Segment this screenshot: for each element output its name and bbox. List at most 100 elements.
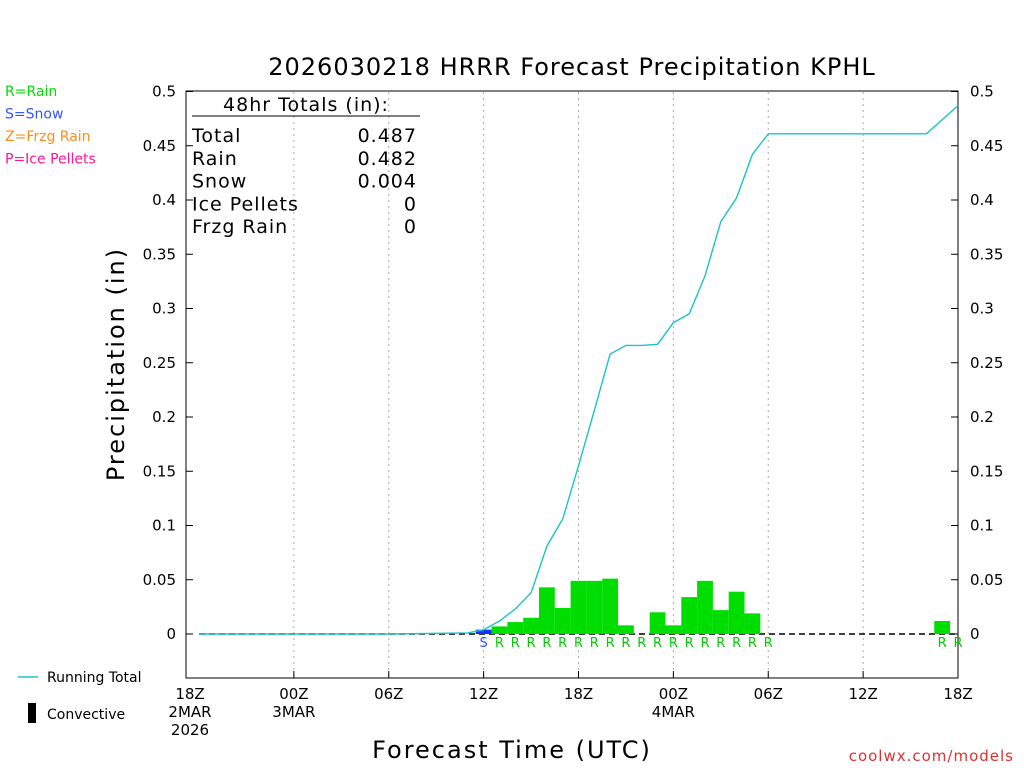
precip-bar — [554, 607, 571, 634]
precip-bar — [586, 580, 603, 634]
precip-type-label: R — [637, 636, 646, 651]
source-credit: coolwx.com/models — [849, 747, 1014, 765]
y-tick-label: 0.15 — [970, 462, 1003, 480]
running-total-line — [199, 105, 959, 635]
precip-type-label: S — [479, 636, 487, 651]
y-tick-label: 0.3 — [152, 300, 176, 318]
precip-bar — [491, 626, 508, 634]
precip-bar — [934, 620, 951, 634]
x-tick-label: 12Z — [469, 685, 498, 703]
ptype-legend-item: P=Ice Pellets — [5, 152, 96, 168]
x-tick-label: 18Z — [943, 685, 972, 703]
x-tick-label: 00Z — [279, 685, 308, 703]
precip-type-label: R — [511, 636, 520, 651]
totals-label: Rain — [192, 148, 238, 170]
precip-bar — [618, 625, 634, 634]
x-tick-label: 18Z — [564, 685, 593, 703]
y-tick-label: 0.35 — [143, 245, 176, 263]
y-tick-label: 0 — [166, 625, 176, 643]
y-tick-label: 0.45 — [143, 137, 176, 155]
running-total-legend-label: Running Total — [47, 670, 142, 686]
precip-bar — [665, 625, 682, 634]
precip-type-label: R — [938, 636, 947, 651]
totals-label: Ice Pellets — [192, 193, 299, 215]
precip-bar — [744, 613, 761, 634]
totals-table: 48hr Totals (in): Total 0.487 Rain 0.482 Sno… — [191, 94, 420, 238]
precip-type-label: R — [716, 636, 725, 651]
x-tick-label: 2MAR — [168, 703, 211, 721]
x-tick-label: 2026 — [171, 721, 209, 739]
precip-type-label: R — [953, 636, 962, 651]
precip-bar — [475, 629, 492, 634]
x-tick-label: 4MAR — [652, 703, 695, 721]
x-tick-label: 06Z — [374, 685, 403, 703]
x-tick-label: 12Z — [848, 685, 877, 703]
precip-bar — [507, 622, 524, 634]
precip-type-label: R — [542, 636, 551, 651]
precip-bar — [649, 612, 666, 634]
precip-bar — [570, 580, 587, 634]
precip-bar — [538, 587, 555, 634]
y-tick-label: 0.25 — [143, 354, 176, 372]
precip-type-label: R — [621, 636, 630, 651]
precip-type-label: R — [558, 636, 567, 651]
y-tick-label: 0.2 — [970, 408, 994, 426]
y-axis-right: 0 0.05 0.1 0.15 0.2 0.25 0.3 0.35 0.4 0.45 0.5 — [951, 83, 1003, 643]
series-legend: Running Total Convective — [18, 670, 142, 723]
y-tick-label: 0.05 — [143, 571, 176, 589]
totals-value: 0.004 — [358, 171, 417, 193]
y-tick-label: 0 — [970, 625, 980, 643]
totals-label: Snow — [192, 171, 247, 193]
convective-legend-label: Convective — [47, 707, 125, 723]
precip-bar — [712, 610, 729, 634]
precip-type-label: R — [700, 636, 709, 651]
precip-type-label: R — [527, 636, 536, 651]
y-tick-label: 0.25 — [970, 354, 1003, 372]
x-tick-label: 06Z — [754, 685, 783, 703]
y-axis-left: 0 0.05 0.1 0.15 0.2 0.25 0.3 0.35 0.4 0.45 0.5 — [143, 83, 193, 643]
precip-type-label: R — [574, 636, 583, 651]
precip-type-legend: R=Rain S=Snow Z=Frzg Rain P=Ice Pellets — [5, 84, 96, 168]
y-tick-label: 0.1 — [152, 517, 176, 535]
convective-swatch — [28, 703, 36, 723]
precip-type-label: R — [748, 636, 757, 651]
y-tick-label: 0.2 — [152, 408, 176, 426]
totals-header: 48hr Totals (in): — [223, 94, 389, 116]
plot-frame — [185, 90, 959, 679]
precip-type-label: R — [590, 636, 599, 651]
chart-title: 2026030218 HRRR Forecast Precipitation K… — [268, 53, 875, 81]
y-tick-label: 0.5 — [970, 83, 994, 101]
y-tick-label: 0.4 — [152, 191, 176, 209]
totals-value: 0.482 — [358, 148, 417, 170]
ptype-legend-item: Z=Frzg Rain — [5, 129, 91, 145]
ptype-legend-item: R=Rain — [5, 84, 57, 100]
precip-type-label: R — [495, 636, 504, 651]
totals-label: Frzg Rain — [192, 216, 288, 238]
y-tick-label: 0.15 — [143, 462, 176, 480]
x-tick-label: 18Z — [175, 685, 204, 703]
y-tick-label: 0.45 — [970, 137, 1003, 155]
precip-bar — [728, 591, 745, 634]
ptype-legend-item: S=Snow — [5, 107, 63, 123]
x-gridlines — [293, 92, 864, 677]
y-tick-label: 0.5 — [152, 83, 176, 101]
totals-value: 0 — [404, 216, 417, 238]
totals-value: 0.487 — [358, 125, 417, 147]
precip-type-label: R — [732, 636, 741, 651]
precip-type-label: R — [653, 636, 662, 651]
precip-bar — [523, 617, 539, 634]
precip-type-label: R — [606, 636, 615, 651]
totals-value: 0 — [404, 193, 417, 215]
x-tick-label: 3MAR — [272, 703, 315, 721]
precip-bar — [697, 580, 713, 634]
y-tick-label: 0.4 — [970, 191, 994, 209]
y-tick-label: 0.35 — [970, 245, 1003, 263]
y-tick-label: 0.1 — [970, 517, 994, 535]
precip-type-label: R — [764, 636, 773, 651]
y-axis-title: Precipitation (in) — [102, 247, 130, 481]
precip-type-label: R — [685, 636, 694, 651]
y-tick-label: 0.3 — [970, 300, 994, 318]
